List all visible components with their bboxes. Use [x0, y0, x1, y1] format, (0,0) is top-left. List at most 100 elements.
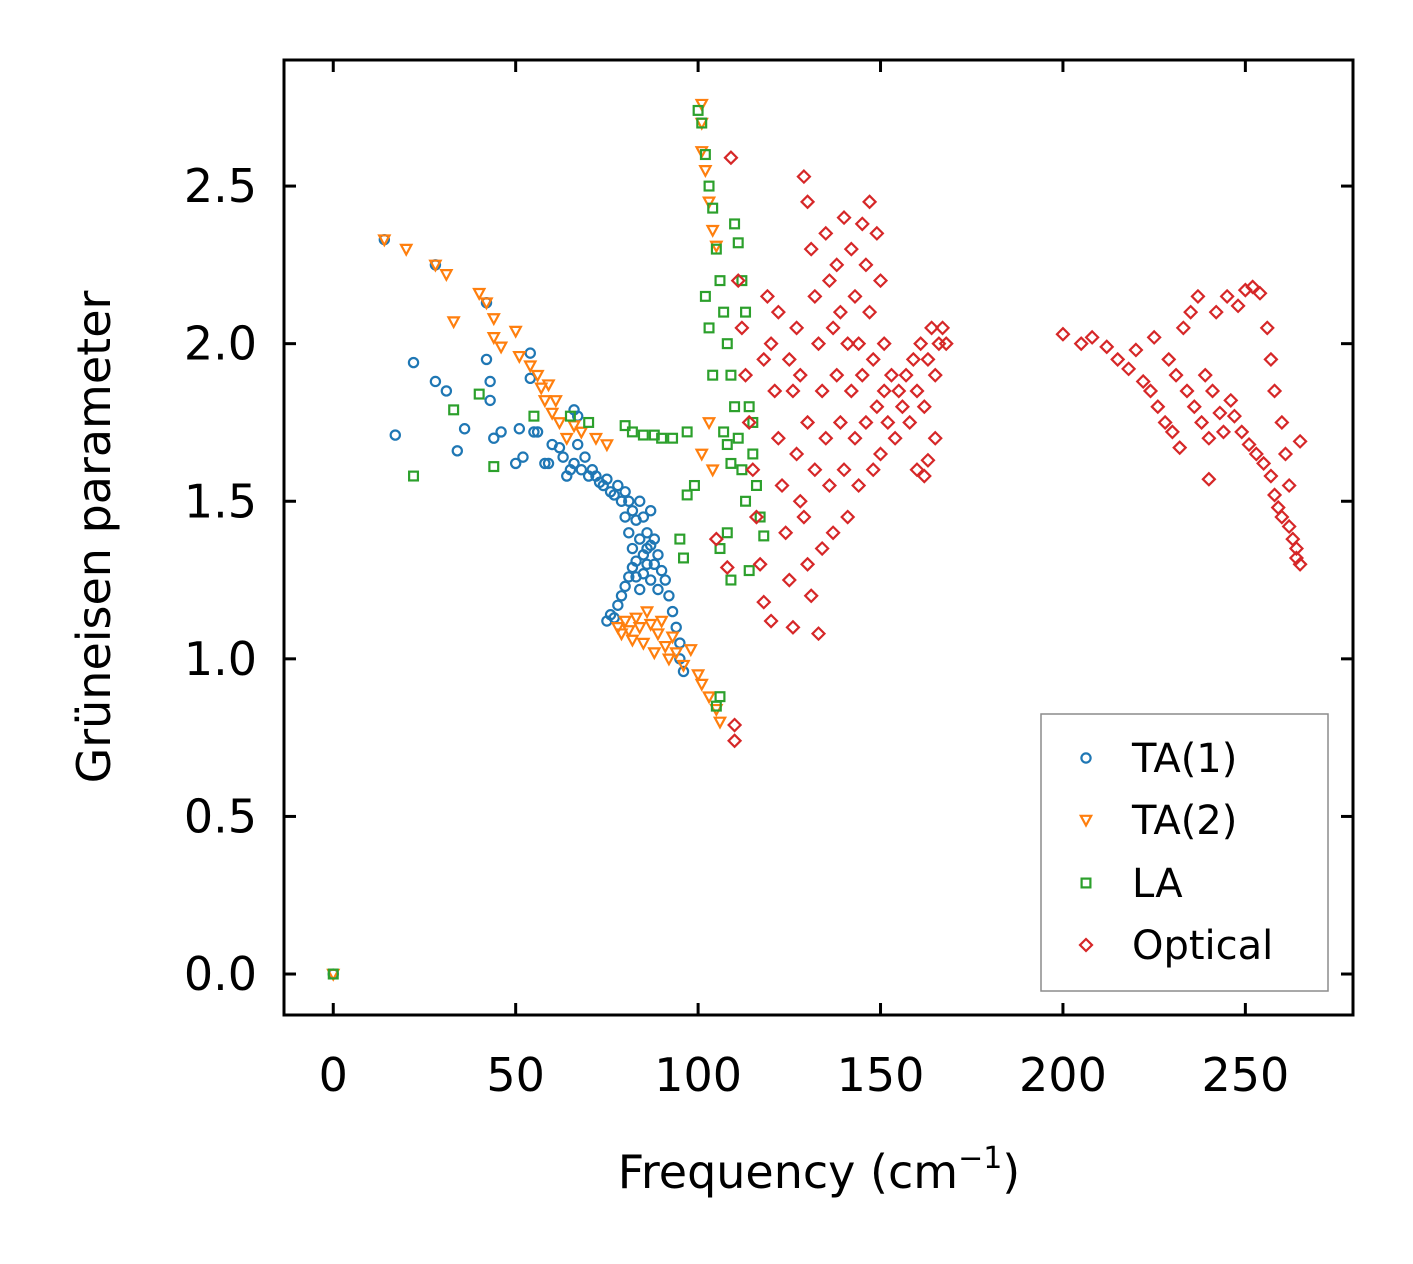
- x-tick-label: 50: [486, 1048, 545, 1102]
- data-point: [792, 493, 808, 509]
- data-point: [614, 628, 629, 642]
- data-point: [667, 432, 679, 444]
- data-point: [1248, 446, 1264, 462]
- data-point: [528, 426, 540, 438]
- data-point: [718, 426, 730, 438]
- data-point: [832, 304, 848, 320]
- data-point: [652, 549, 664, 561]
- data-point: [1121, 361, 1137, 377]
- data-point: [887, 430, 903, 446]
- data-point: [512, 350, 527, 364]
- data-point: [778, 525, 794, 541]
- data-point: [883, 367, 900, 383]
- data-point: [1277, 446, 1294, 462]
- data-point: [785, 383, 801, 399]
- series-optical: [708, 150, 1308, 749]
- data-point: [818, 225, 834, 241]
- data-point: [737, 367, 754, 383]
- series-ta-2: [326, 98, 728, 982]
- data-point: [748, 509, 765, 525]
- x-axis-label: Frequency (cm−1): [618, 1141, 1021, 1199]
- x-tick-label: 0: [319, 1048, 348, 1102]
- data-point: [1175, 320, 1191, 336]
- data-point: [763, 613, 779, 629]
- data-point: [1292, 433, 1308, 449]
- data-point: [513, 423, 526, 435]
- data-point: [821, 273, 838, 289]
- data-point: [495, 426, 507, 438]
- data-point: [796, 509, 812, 525]
- data-point: [741, 414, 757, 431]
- data-point: [729, 218, 741, 230]
- data-point: [721, 439, 733, 451]
- data-point: [656, 432, 668, 444]
- x-tick-label: 200: [1019, 1048, 1107, 1102]
- data-point: [1267, 487, 1283, 503]
- data-point: [666, 605, 679, 618]
- data-point: [924, 320, 940, 336]
- data-point: [530, 369, 545, 383]
- data-point: [714, 275, 726, 287]
- data-point: [934, 320, 951, 336]
- legend-marker-triangle-down: [1078, 814, 1094, 828]
- data-point: [694, 146, 709, 160]
- data-point: [670, 621, 682, 634]
- data-point: [619, 486, 631, 498]
- data-point: [732, 237, 744, 249]
- data-point: [630, 555, 642, 567]
- data-point: [377, 234, 392, 248]
- data-point: [858, 257, 874, 273]
- data-point: [601, 473, 613, 485]
- legend-box: [1040, 713, 1329, 992]
- data-point: [639, 606, 655, 620]
- data-point: [810, 626, 827, 642]
- data-point: [701, 417, 717, 431]
- data-point: [1267, 383, 1283, 399]
- legend-marker-circle: [1080, 752, 1092, 764]
- data-point: [1073, 336, 1089, 352]
- data-point: [681, 489, 693, 501]
- data-point: [1256, 455, 1272, 471]
- data-point: [486, 313, 501, 327]
- data-point: [1186, 399, 1202, 415]
- y-axis-label: Grüneisen parameter: [67, 290, 121, 783]
- data-point: [707, 369, 719, 381]
- data-point: [747, 416, 759, 428]
- data-point: [752, 556, 768, 572]
- data-point: [703, 180, 715, 192]
- data-point: [637, 429, 649, 441]
- data-point: [767, 383, 783, 399]
- data-point: [796, 169, 812, 185]
- data-point: [758, 530, 770, 542]
- data-point: [847, 430, 863, 446]
- series-la: [327, 104, 770, 980]
- x-tick-label: 250: [1201, 1048, 1289, 1102]
- ticks-layer: 0 50 100 150 200 250 0.0 0.5 1.0 1.5 2.0 2.5: [184, 60, 1353, 1102]
- data-point: [389, 429, 401, 441]
- data-point: [829, 367, 845, 383]
- data-point: [909, 383, 925, 399]
- data-point: [439, 269, 454, 283]
- data-point: [683, 644, 698, 658]
- data-point: [920, 452, 936, 468]
- data-point: [681, 426, 693, 438]
- data-point: [862, 194, 878, 210]
- data-point: [721, 338, 733, 350]
- data-point: [557, 451, 569, 463]
- data-point: [829, 257, 845, 273]
- data-point: [1281, 518, 1297, 535]
- data-point: [696, 117, 708, 129]
- data-point: [524, 347, 536, 359]
- data-point: [803, 241, 819, 257]
- data-point: [1084, 329, 1100, 345]
- data-point: [619, 420, 631, 432]
- data-point: [1274, 509, 1290, 525]
- data-point: [486, 332, 501, 346]
- data-point: [854, 367, 870, 383]
- data-point: [725, 574, 737, 586]
- data-point: [634, 583, 646, 596]
- data-point: [619, 580, 631, 593]
- data-point: [714, 691, 726, 703]
- data-point: [575, 464, 588, 476]
- legend-marker-square: [1080, 877, 1092, 889]
